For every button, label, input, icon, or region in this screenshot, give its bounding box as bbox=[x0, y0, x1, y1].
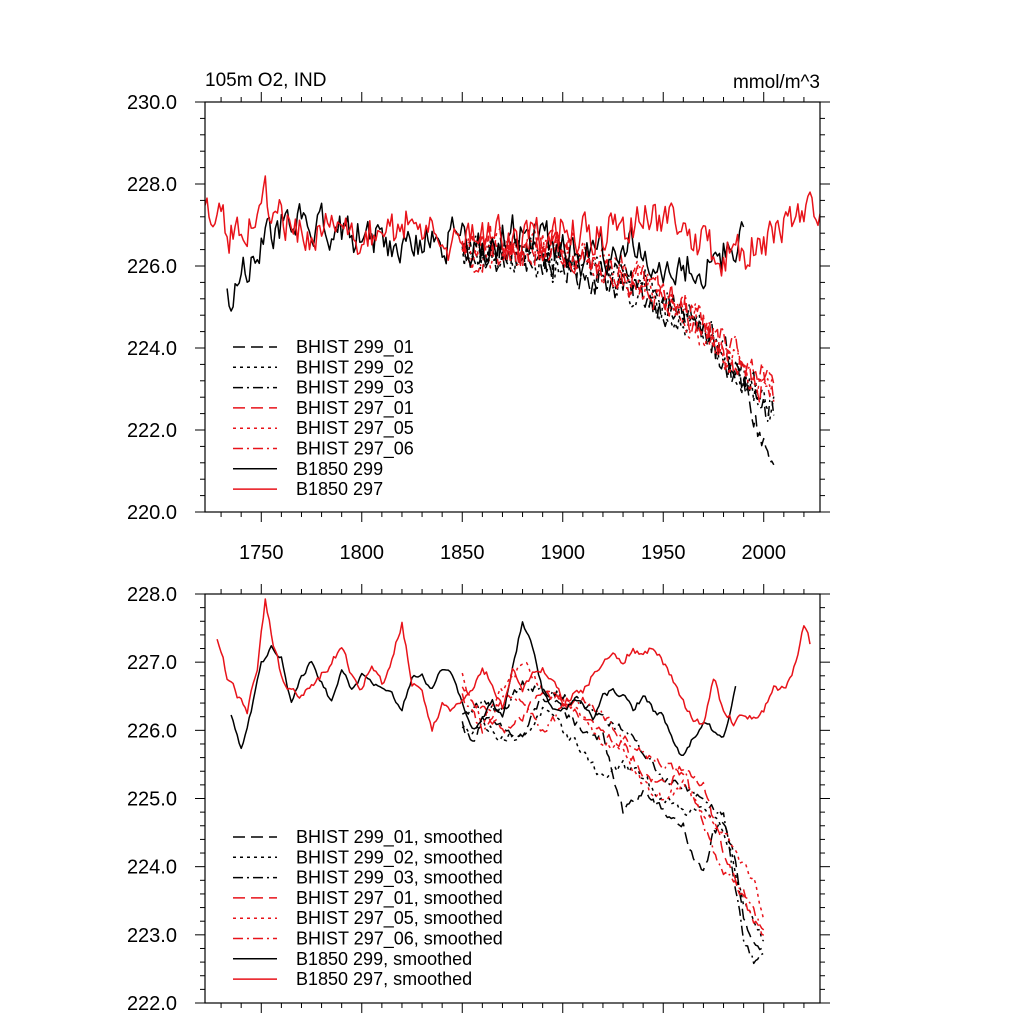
legend-label: B1850 297 bbox=[296, 479, 383, 499]
legend-label: BHIST 297_06, smoothed bbox=[296, 929, 503, 950]
x-tick-label: 1850 bbox=[440, 542, 485, 564]
series-line-b1850-297 bbox=[205, 175, 820, 277]
y-tick-label: 228.0 bbox=[127, 584, 177, 606]
y-tick-label: 230.0 bbox=[127, 92, 177, 114]
series-line-bhist-297-05-smoothed bbox=[461, 661, 765, 921]
y-tick-label: 224.0 bbox=[127, 338, 177, 360]
top-axes: 1750 1800 1850 1900 1950 2000 220.0 222.0 224.0 2… bbox=[127, 92, 830, 564]
y-tick-label: 224.0 bbox=[127, 857, 177, 879]
bottom-series-group bbox=[216, 598, 811, 965]
x-tick-label: 1900 bbox=[540, 542, 585, 564]
legend-label: BHIST 297_05 bbox=[296, 418, 414, 439]
legend-label: B1850 299, smoothed bbox=[296, 949, 472, 969]
y-tick-label: 226.0 bbox=[127, 720, 177, 742]
legend-label: BHIST 297_01 bbox=[296, 398, 414, 419]
y-tick-label: 220.0 bbox=[127, 502, 177, 524]
x-tick-label: 1800 bbox=[340, 542, 385, 564]
series-line-b1850-299-smoothed bbox=[230, 621, 737, 756]
x-tick-label: 1750 bbox=[239, 542, 284, 564]
plot-frame bbox=[204, 101, 821, 513]
x-tick-label: 2000 bbox=[741, 542, 786, 564]
legend-label: BHIST 299_03, smoothed bbox=[296, 868, 503, 889]
y-tick-label: 222.0 bbox=[127, 993, 177, 1015]
series-line-b1850-299 bbox=[226, 202, 745, 312]
units-label: mmol/m^3 bbox=[733, 72, 820, 93]
top-series-group bbox=[205, 175, 820, 466]
legend-label: BHIST 297_06 bbox=[296, 439, 414, 460]
legend-label: BHIST 299_01 bbox=[296, 337, 414, 358]
legend-label: BHIST 299_02, smoothed bbox=[296, 847, 503, 868]
legend-label: BHIST 299_01, smoothed bbox=[296, 827, 503, 848]
legend-label: BHIST 297_05, smoothed bbox=[296, 908, 503, 929]
y-tick-label: 227.0 bbox=[127, 652, 177, 674]
series-line-bhist-297-01-smoothed bbox=[461, 686, 765, 936]
y-tick-label: 225.0 bbox=[127, 789, 177, 811]
y-tick-label: 222.0 bbox=[127, 420, 177, 442]
x-tick-label: 1950 bbox=[641, 542, 686, 564]
legend-label: B1850 299 bbox=[296, 459, 383, 479]
bottom-axes: 222.0 223.0 224.0 225.0 226.0 227.0 228.0 bbox=[127, 584, 830, 1015]
series-line-bhist-299-01-smoothed bbox=[461, 696, 765, 951]
series-line-bhist-299-03-smoothed bbox=[461, 680, 765, 965]
legend-label: BHIST 299_02 bbox=[296, 357, 414, 378]
bottom-panel: 222.0 223.0 224.0 225.0 226.0 227.0 228.0 BHIS… bbox=[127, 584, 830, 1015]
series-line-b1850-297-smoothed bbox=[216, 598, 811, 732]
series-line-bhist-297-06-smoothed bbox=[461, 693, 765, 931]
legend-label: B1850 297, smoothed bbox=[296, 969, 472, 989]
y-tick-label: 223.0 bbox=[127, 925, 177, 947]
top-panel: 105m O2, IND mmol/m^3 1750 1800 1850 1900 19… bbox=[127, 70, 830, 564]
y-tick-label: 228.0 bbox=[127, 174, 177, 196]
legend-label: BHIST 299_03 bbox=[296, 378, 414, 399]
y-tick-label: 226.0 bbox=[127, 256, 177, 278]
plot-title: 105m O2, IND bbox=[205, 70, 326, 91]
legend-label: BHIST 297_01, smoothed bbox=[296, 888, 503, 909]
series-line-bhist-299-02 bbox=[461, 240, 775, 421]
